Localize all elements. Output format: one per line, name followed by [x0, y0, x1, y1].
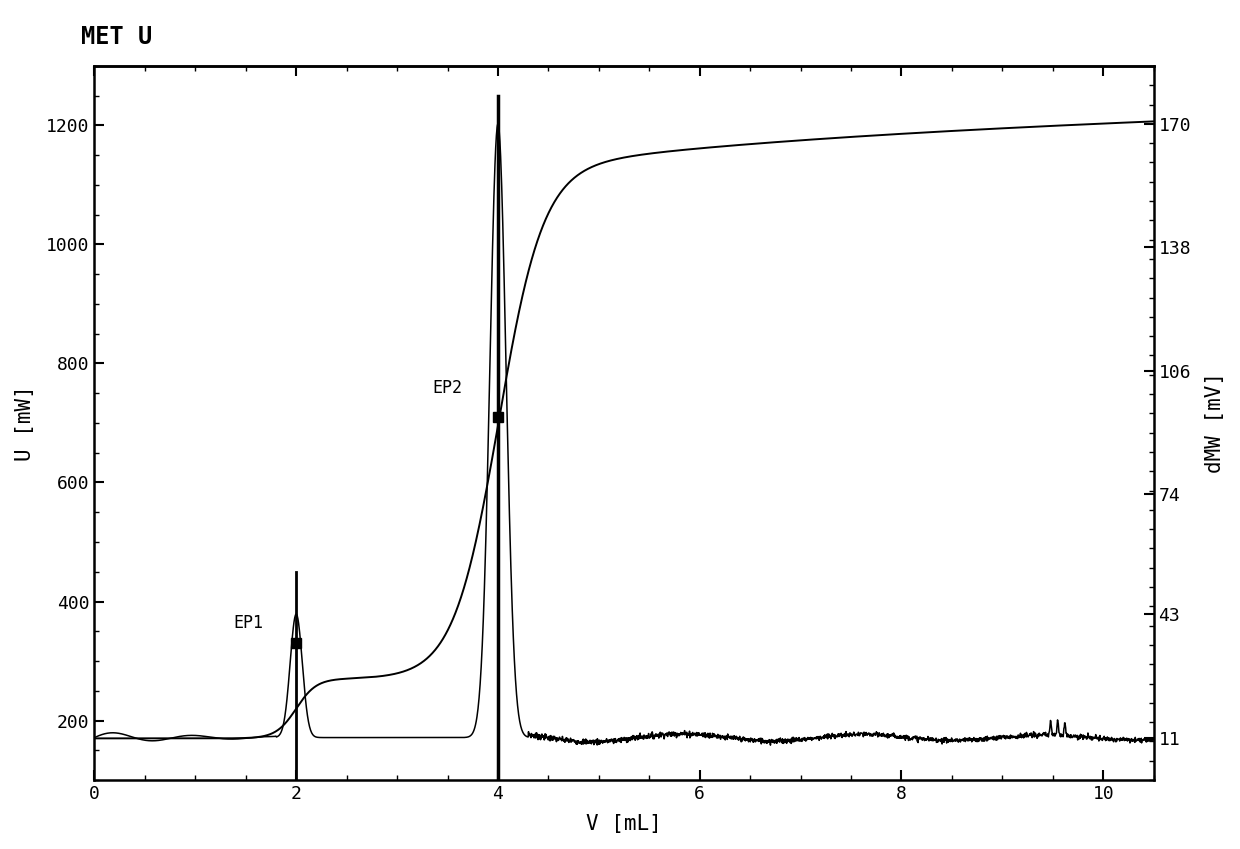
Text: EP2: EP2	[433, 380, 463, 397]
Y-axis label: U [mW]: U [mW]	[15, 385, 35, 461]
Text: MET U: MET U	[81, 25, 151, 49]
Text: EP1: EP1	[233, 615, 264, 633]
X-axis label: V [mL]: V [mL]	[587, 814, 662, 834]
Y-axis label: dMW [mV]: dMW [mV]	[1205, 373, 1225, 474]
